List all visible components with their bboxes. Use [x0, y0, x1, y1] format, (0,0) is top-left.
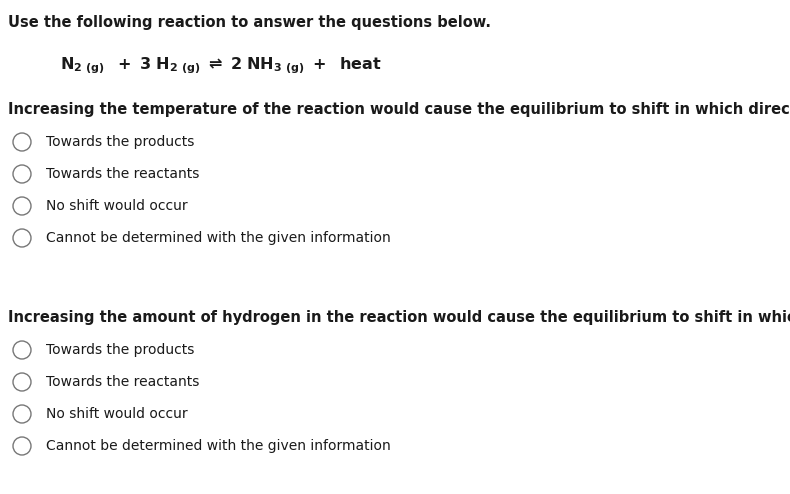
Text: Increasing the temperature of the reaction would cause the equilibrium to shift : Increasing the temperature of the reacti…	[8, 102, 790, 117]
Text: No shift would occur: No shift would occur	[46, 199, 188, 213]
Text: Towards the reactants: Towards the reactants	[46, 167, 199, 181]
Text: Towards the products: Towards the products	[46, 135, 194, 149]
Text: Cannot be determined with the given information: Cannot be determined with the given info…	[46, 439, 391, 453]
Text: $\mathbf{N_2}$$\mathbf{_{\ (g)}}$$\mathbf{\ \ +\ 3\ H_2}$$\mathbf{_{\ (g)}}$$\ma: $\mathbf{N_2}$$\mathbf{_{\ (g)}}$$\mathb…	[60, 55, 382, 76]
Text: Towards the reactants: Towards the reactants	[46, 375, 199, 389]
Text: Increasing the amount of hydrogen in the reaction would cause the equilibrium to: Increasing the amount of hydrogen in the…	[8, 310, 790, 325]
Text: Use the following reaction to answer the questions below.: Use the following reaction to answer the…	[8, 15, 491, 30]
Text: No shift would occur: No shift would occur	[46, 407, 188, 421]
Text: Towards the products: Towards the products	[46, 343, 194, 357]
Text: Cannot be determined with the given information: Cannot be determined with the given info…	[46, 231, 391, 245]
